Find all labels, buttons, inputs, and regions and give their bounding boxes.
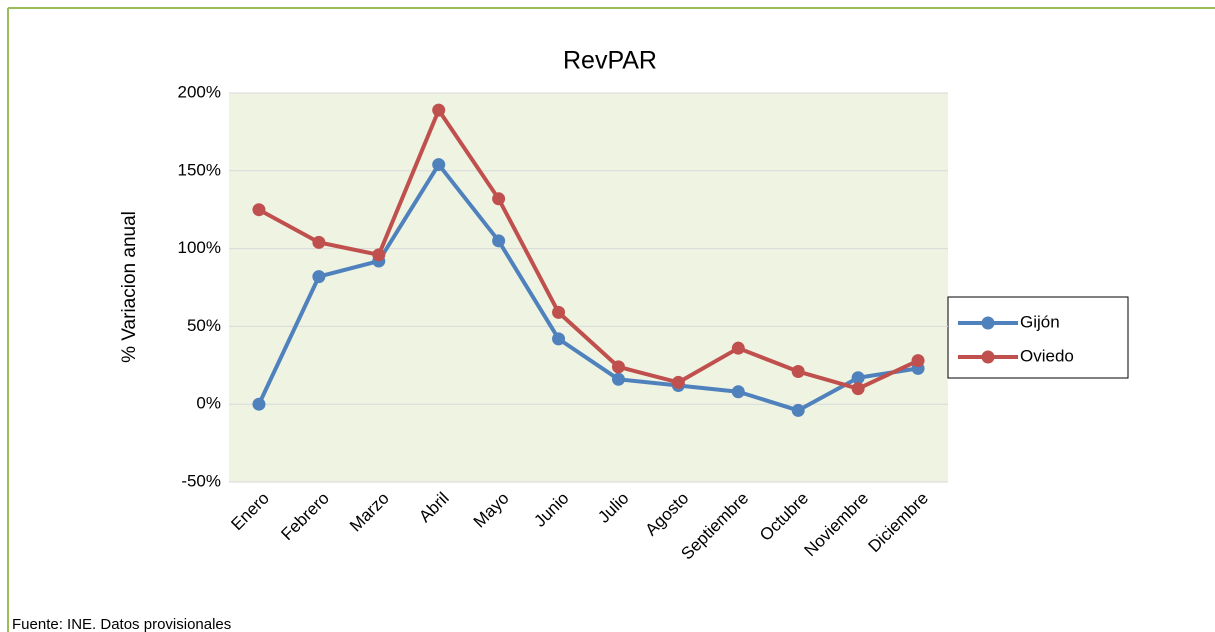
- x-tick-label: Julio: [594, 489, 632, 527]
- data-point: [252, 397, 266, 411]
- data-point: [851, 371, 865, 385]
- y-axis-label: % Variacion anual: [119, 211, 140, 363]
- data-point: [851, 382, 865, 396]
- x-tick-label: Diciembre: [864, 489, 932, 557]
- plot-area: [229, 93, 948, 482]
- x-tick-label: Mayo: [470, 489, 513, 532]
- data-point: [611, 372, 625, 386]
- data-point: [731, 341, 745, 355]
- data-point: [611, 360, 625, 374]
- data-point: [432, 103, 446, 117]
- x-tick-label: Febrero: [277, 489, 333, 545]
- data-point: [552, 332, 566, 346]
- data-point: [911, 354, 925, 368]
- data-point: [731, 385, 745, 399]
- series-line: [257, 162, 919, 413]
- x-tick-label: Agosto: [642, 489, 693, 540]
- x-tick-label: Enero: [227, 489, 273, 535]
- data-point: [552, 305, 566, 319]
- data-point: [432, 158, 446, 172]
- chart-title: RevPAR: [563, 47, 657, 75]
- legend-swatch: [981, 350, 995, 364]
- x-tick-label: Abril: [415, 489, 452, 526]
- data-point: [492, 192, 506, 206]
- x-tick-label: Noviembre: [801, 489, 873, 561]
- legend: [947, 296, 1129, 379]
- data-point: [791, 365, 805, 379]
- y-tick-label: 50%: [187, 316, 221, 335]
- data-point: [492, 234, 506, 248]
- data-point: [312, 270, 326, 284]
- legend-swatch: [981, 316, 995, 330]
- y-tick-label: 150%: [178, 160, 221, 179]
- data-point: [252, 203, 266, 217]
- data-point: [312, 235, 326, 249]
- legend-label: Oviedo: [1020, 346, 1074, 365]
- data-point: [671, 375, 685, 389]
- x-tick-label: Marzo: [346, 489, 393, 536]
- series-line: [258, 108, 919, 391]
- x-tick-label: Octubre: [756, 489, 812, 545]
- y-tick-label: -50%: [181, 471, 221, 490]
- y-tick-label: 200%: [178, 82, 221, 101]
- source-note: Fuente: INE. Datos provisionales: [12, 616, 231, 632]
- y-tick-label: 0%: [196, 394, 221, 413]
- data-point: [372, 248, 386, 262]
- y-tick-label: 100%: [178, 238, 221, 257]
- x-tick-label: Junio: [530, 489, 572, 531]
- data-point: [791, 403, 805, 417]
- legend-label: Gijón: [1020, 312, 1060, 331]
